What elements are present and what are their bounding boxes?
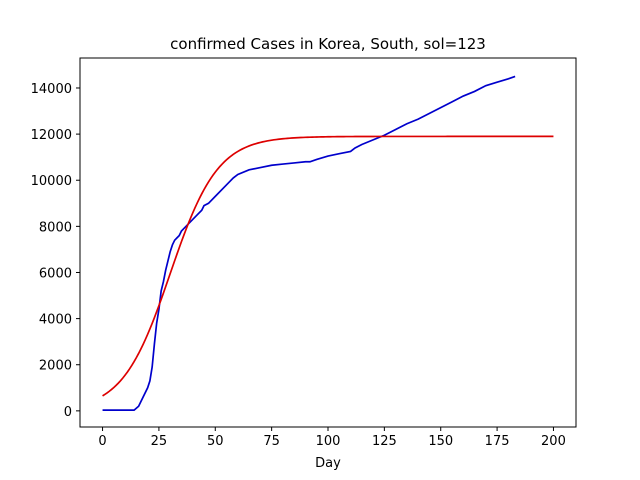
y-axis: 0 2000 4000 6000 8000 10000 12000 14000 [31, 82, 80, 420]
y-tick-label: 4000 [39, 313, 72, 328]
y-tick-label: 10000 [31, 174, 72, 189]
series-line-fit [102, 135, 554, 397]
series-line-confirmed [102, 75, 516, 412]
x-tick-label: 100 [316, 434, 341, 449]
x-tick-label: 125 [372, 434, 397, 449]
x-tick-label: 50 [207, 434, 224, 449]
y-tick-label: 14000 [31, 82, 72, 97]
x-tick-label: 0 [98, 434, 106, 449]
x-tick-label: 75 [263, 434, 280, 449]
chart-title: confirmed Cases in Korea, South, sol=123 [170, 35, 486, 53]
y-tick-label: 8000 [39, 220, 72, 235]
x-axis: 0 25 50 75 100 125 150 175 200 [98, 427, 566, 449]
plot-area [102, 75, 554, 412]
x-tick-label: 150 [428, 434, 453, 449]
y-tick-label: 2000 [39, 359, 72, 374]
y-tick-label: 0 [64, 405, 72, 420]
x-tick-label: 175 [485, 434, 510, 449]
y-tick-label: 12000 [31, 128, 72, 143]
plot-frame [79, 57, 577, 428]
x-tick-label: 25 [151, 434, 168, 449]
y-tick-label: 6000 [39, 266, 72, 281]
x-axis-label: Day [315, 456, 341, 471]
x-tick-label: 200 [541, 434, 566, 449]
